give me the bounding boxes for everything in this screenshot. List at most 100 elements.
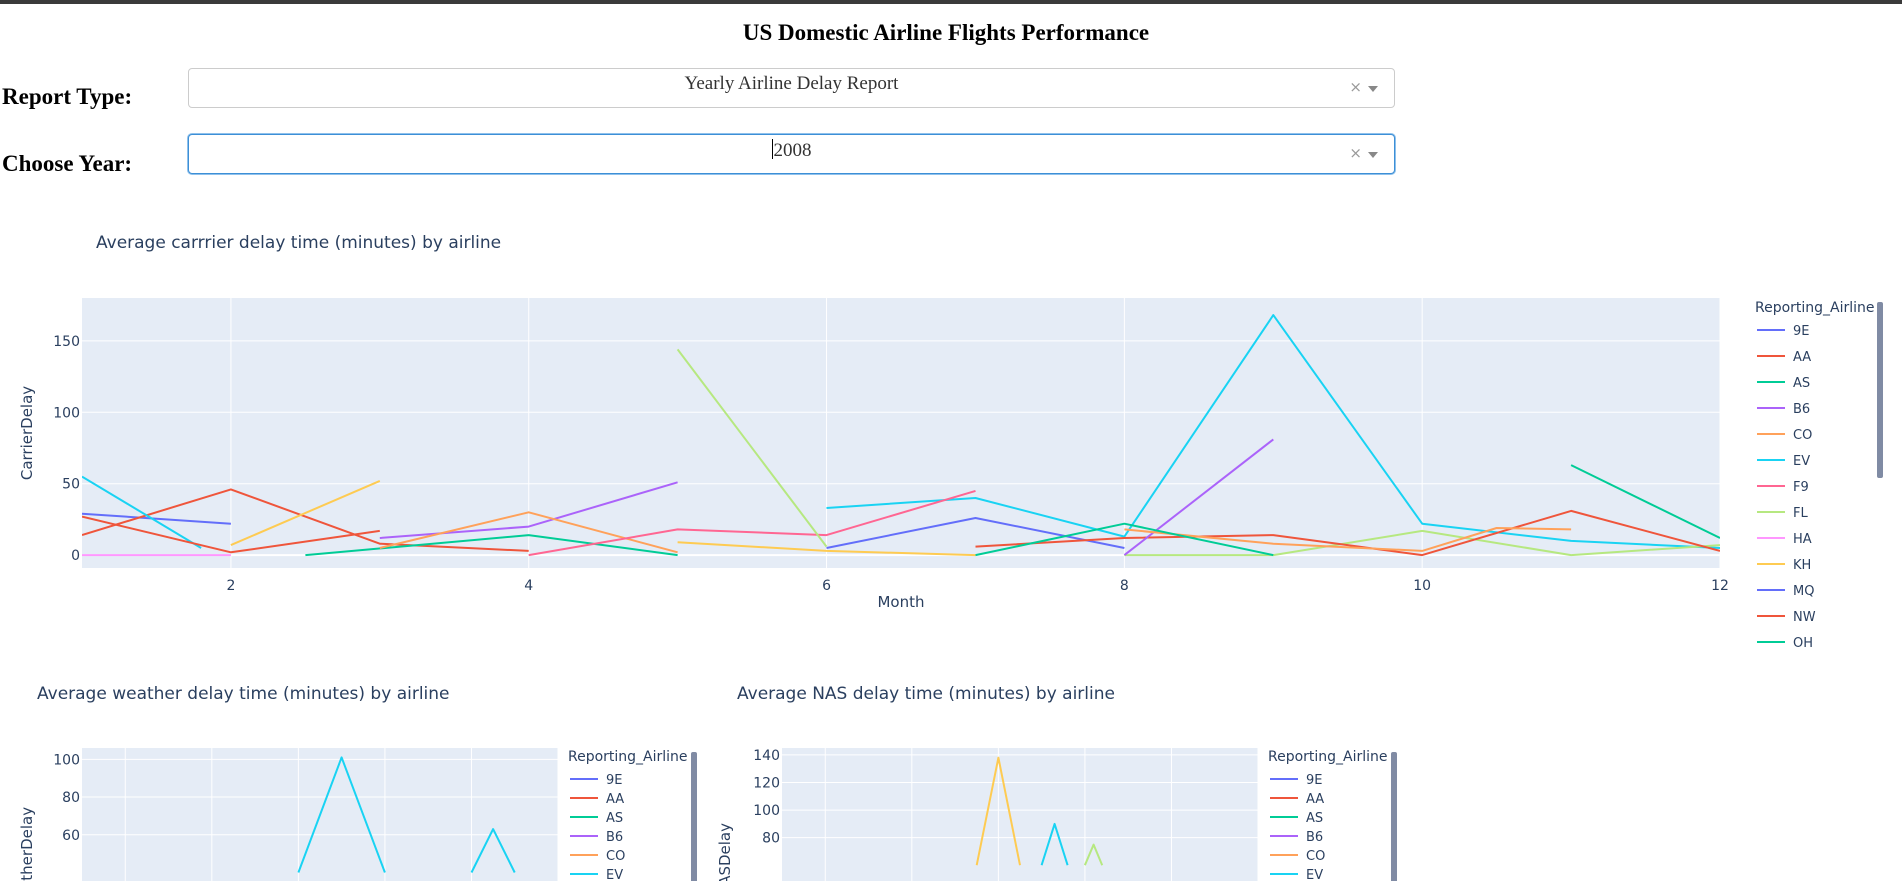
legend-label: EV — [606, 868, 623, 881]
chevron-down-icon[interactable] — [1368, 152, 1378, 158]
legend-item-b6[interactable]: B6 — [570, 830, 623, 845]
series-line-as[interactable] — [975, 522, 1274, 557]
legend-item-9e[interactable]: 9E — [1270, 773, 1323, 788]
series-line-aa[interactable] — [82, 515, 380, 554]
chart-2: Average weather delay time (minutes) by … — [18, 684, 697, 881]
series-line-aa[interactable] — [82, 488, 529, 552]
series-line-ev[interactable] — [1040, 822, 1069, 866]
legend-label: 9E — [606, 773, 623, 788]
plot-area[interactable] — [782, 748, 1258, 881]
legend-label: B6 — [606, 830, 623, 845]
legend-item-9e[interactable]: 9E — [570, 773, 623, 788]
legend-item-f9[interactable]: F9 — [1757, 480, 1809, 495]
y-tick-label: 80 — [62, 790, 80, 806]
legend-item-fl[interactable]: FL — [1757, 506, 1808, 521]
x-tick-label: 4 — [524, 578, 533, 594]
year-dropdown[interactable]: 2008 × — [188, 134, 1395, 174]
legend-item-b6[interactable]: B6 — [1270, 830, 1323, 845]
y-tick-label: 0 — [71, 548, 80, 564]
legend-item-kh[interactable]: KH — [1757, 558, 1811, 573]
legend-label: FL — [1793, 506, 1808, 521]
series-line-fl[interactable] — [1083, 843, 1104, 866]
x-tick-label: 10 — [1413, 578, 1431, 594]
legend-item-as[interactable]: AS — [570, 811, 623, 826]
legend-item-ev[interactable]: EV — [570, 868, 623, 881]
y-tick-label: 100 — [753, 803, 780, 819]
chart-title: Average carrrier delay time (minutes) by… — [96, 233, 501, 253]
legend-item-nw[interactable]: NW — [1757, 610, 1816, 625]
series-line-ev[interactable] — [470, 828, 516, 873]
legend-item-b6[interactable]: B6 — [1757, 402, 1810, 417]
clear-icon[interactable]: × — [1349, 78, 1362, 96]
series-line-nw[interactable] — [975, 509, 1721, 557]
y-axis-title: CarrierDelay — [18, 386, 36, 480]
series-line-fl[interactable] — [676, 348, 828, 548]
legend-label: EV — [1793, 454, 1810, 469]
legend-item-9e[interactable]: 9E — [1757, 324, 1810, 339]
series-line-kh[interactable] — [677, 541, 976, 557]
legend-item-aa[interactable]: AA — [1757, 350, 1811, 365]
legend-item-mq[interactable]: MQ — [1757, 584, 1814, 599]
y-tick-label: 100 — [53, 752, 80, 768]
legend-title: Reporting_Airline — [568, 749, 688, 765]
series-line-as[interactable] — [305, 534, 678, 557]
series-line-ev[interactable] — [297, 756, 386, 873]
series-line-b6[interactable] — [379, 481, 678, 539]
legend-label: OH — [1793, 636, 1813, 651]
series-line-kh[interactable] — [230, 479, 381, 547]
chart-title: Average NAS delay time (minutes) by airl… — [737, 684, 1115, 704]
legend-label: AS — [1306, 811, 1323, 826]
report-type-dropdown[interactable]: Yearly Airline Delay Report × — [188, 68, 1395, 108]
legend-label: KH — [1793, 558, 1811, 573]
series-line-mq[interactable] — [826, 517, 1125, 549]
legend-label: AS — [1793, 376, 1810, 391]
legend-item-ev[interactable]: EV — [1270, 868, 1323, 881]
legend-item-oh[interactable]: OH — [1757, 636, 1813, 651]
series-line-b6[interactable] — [1123, 438, 1274, 556]
clear-icon[interactable]: × — [1349, 144, 1362, 162]
series-line-f9[interactable] — [528, 489, 976, 557]
plot-area[interactable] — [82, 298, 1720, 568]
series-line-ev[interactable] — [82, 475, 202, 549]
legend-scrollbar[interactable] — [1391, 752, 1397, 881]
series-line-ev[interactable] — [826, 314, 1721, 549]
legend-title: Reporting_Airline — [1755, 300, 1875, 316]
report-type-value: Yearly Airline Delay Report — [684, 73, 899, 94]
legend-label: AA — [1793, 350, 1811, 365]
series-line-kh[interactable] — [975, 756, 1021, 866]
legend-label: AA — [1306, 792, 1324, 807]
legend-item-aa[interactable]: AA — [570, 792, 624, 807]
legend-item-as[interactable]: AS — [1757, 376, 1810, 391]
year-label: Choose Year: — [2, 151, 133, 176]
y-tick-label: 50 — [62, 477, 80, 493]
legend-title: Reporting_Airline — [1268, 749, 1388, 765]
y-tick-label: 150 — [53, 334, 80, 350]
series-line-fl[interactable] — [1124, 529, 1720, 557]
report-type-label: Report Type: — [2, 84, 133, 109]
text-cursor — [771, 139, 773, 159]
x-tick-label: 6 — [822, 578, 831, 594]
y-tick-label: 60 — [62, 828, 80, 844]
legend-label: CO — [1306, 849, 1325, 864]
chevron-down-icon[interactable] — [1368, 86, 1378, 92]
legend-item-aa[interactable]: AA — [1270, 792, 1324, 807]
legend-item-co[interactable]: CO — [570, 849, 625, 864]
legend-item-ha[interactable]: HA — [1757, 532, 1812, 547]
legend-label: NW — [1793, 610, 1816, 625]
legend-scrollbar[interactable] — [691, 752, 697, 881]
legend-item-as[interactable]: AS — [1270, 811, 1323, 826]
y-tick-label: 80 — [762, 831, 780, 847]
legend-item-co[interactable]: CO — [1757, 428, 1812, 443]
legend-scrollbar[interactable] — [1877, 302, 1883, 478]
y-tick-label: 140 — [753, 748, 780, 764]
legend-item-co[interactable]: CO — [1270, 849, 1325, 864]
series-line-9e[interactable] — [82, 512, 231, 525]
legend-label: 9E — [1306, 773, 1323, 788]
series-line-co[interactable] — [1124, 527, 1572, 552]
x-axis-title: Month — [877, 593, 924, 611]
series-group — [297, 756, 516, 873]
y-tick-label: 100 — [53, 405, 80, 421]
series-line-oh[interactable] — [1570, 464, 1720, 539]
legend-item-ev[interactable]: EV — [1757, 454, 1810, 469]
legend-label: MQ — [1793, 584, 1814, 599]
